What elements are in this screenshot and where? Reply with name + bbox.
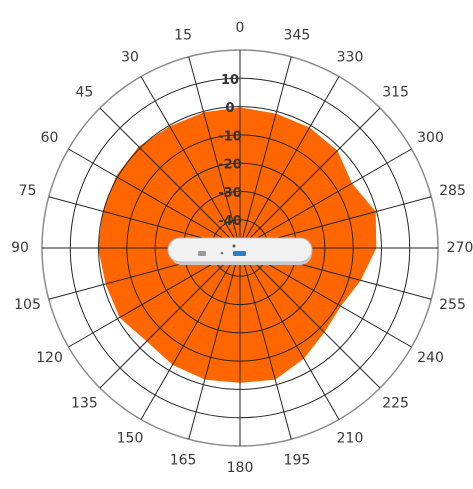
grid-spoke (239, 247, 292, 440)
grid-spoke (239, 107, 381, 249)
angle-label-345: 345 (284, 28, 311, 44)
radial-tick-labels: 10 0 -10 -20 -30 -40 (218, 73, 242, 229)
grid-spoke (239, 76, 340, 249)
grid-spoke (239, 56, 292, 249)
angle-label-285: 285 (439, 183, 466, 199)
angle-label-75: 75 (19, 183, 37, 199)
radial-tick-label: -20 (218, 158, 242, 173)
angle-label-330: 330 (337, 50, 364, 66)
angle-label-30: 30 (121, 50, 139, 66)
angle-label-270: 270 (447, 240, 473, 256)
device-button-icon (220, 251, 224, 255)
polar-grid (41, 49, 439, 447)
grid-spoke (140, 76, 241, 249)
angle-label-135: 135 (71, 396, 98, 412)
angle-label-105: 105 (14, 297, 41, 313)
angle-label-195: 195 (284, 453, 311, 469)
angle-label-150: 150 (117, 431, 144, 447)
grid-spoke (140, 247, 241, 420)
radial-tick-label: 10 (221, 73, 239, 88)
angle-label-0: 0 (236, 20, 245, 36)
angle-label-315: 315 (382, 84, 409, 100)
angle-label-90: 90 (11, 240, 29, 256)
angle-label-15: 15 (174, 28, 192, 44)
angle-labels: 0 15 30 45 60 75 90 105 120 135 150 165 180 195 210 225… (11, 20, 473, 476)
radial-tick-label: -10 (218, 129, 242, 144)
grid-spoke (68, 148, 241, 249)
device-led-icon (232, 244, 236, 248)
angle-label-165: 165 (170, 453, 197, 469)
angle-label-240: 240 (417, 350, 444, 366)
grid-spoke (239, 247, 381, 389)
angle-label-210: 210 (337, 431, 364, 447)
radial-tick-label: -40 (218, 214, 242, 229)
grid-spoke (99, 247, 241, 389)
device-usb-port-icon (233, 251, 246, 256)
grid-spoke (239, 247, 340, 420)
radial-tick-label: -30 (218, 186, 242, 201)
angle-label-120: 120 (36, 350, 63, 366)
radial-tick-label: 0 (225, 101, 234, 116)
access-point-device (167, 237, 313, 265)
grid-spoke (188, 56, 241, 249)
angle-label-300: 300 (417, 130, 444, 146)
device-port-icon (198, 251, 206, 256)
angle-label-45: 45 (75, 84, 93, 100)
angle-label-225: 225 (382, 396, 409, 412)
angle-label-60: 60 (41, 130, 59, 146)
angle-label-180: 180 (227, 460, 254, 476)
grid-spoke (188, 247, 241, 440)
grid-spoke (239, 148, 412, 249)
angle-label-255: 255 (439, 297, 466, 313)
grid-spoke (99, 107, 241, 249)
device-body (167, 237, 313, 263)
